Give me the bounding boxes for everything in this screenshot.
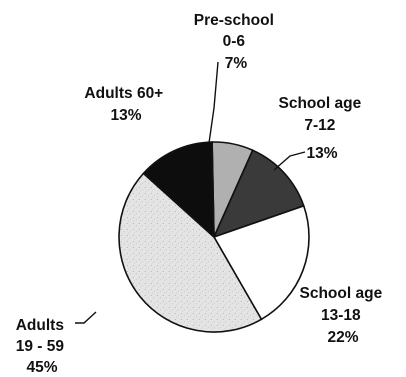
slice-label-school-7-12: School age 7-12 13% [279,95,366,162]
adults-category: Adults [16,317,64,334]
preschool-category: Pre-school [194,12,274,29]
school-7-12-category: School age [279,95,362,112]
slice-school-7-12 [212,149,305,239]
leader-line-preschool [208,61,219,144]
leader-line-adults [75,311,97,324]
adults-percent: 45% [26,359,57,376]
slice-adults [118,172,263,333]
slice-school-13-18 [212,204,310,321]
adults-60plus-percent: 13% [110,107,141,124]
slice-label-school-13-18: School age 13-18 22% [300,285,387,346]
school-13-18-category: School age [300,285,383,302]
slice-label-preschool: Pre-school 0-6 7% [194,12,278,72]
school-13-18-percent: 22% [327,329,358,346]
preschool-range: 0-6 [223,33,246,50]
leader-line-school-7-12 [273,151,306,171]
school-7-12-range: 7-12 [304,117,335,134]
adults-range: 19 - 59 [16,338,65,355]
school-13-18-range: 13-18 [321,307,361,324]
adults-60plus-category: Adults 60+ [84,85,163,102]
school-7-12-percent: 13% [306,145,337,162]
slice-label-adults: Adults 19 - 59 45% [16,317,69,376]
preschool-percent: 7% [225,55,248,72]
slice-label-adults-60plus: Adults 60+ 13% [84,85,167,124]
pie-slices [118,141,310,333]
